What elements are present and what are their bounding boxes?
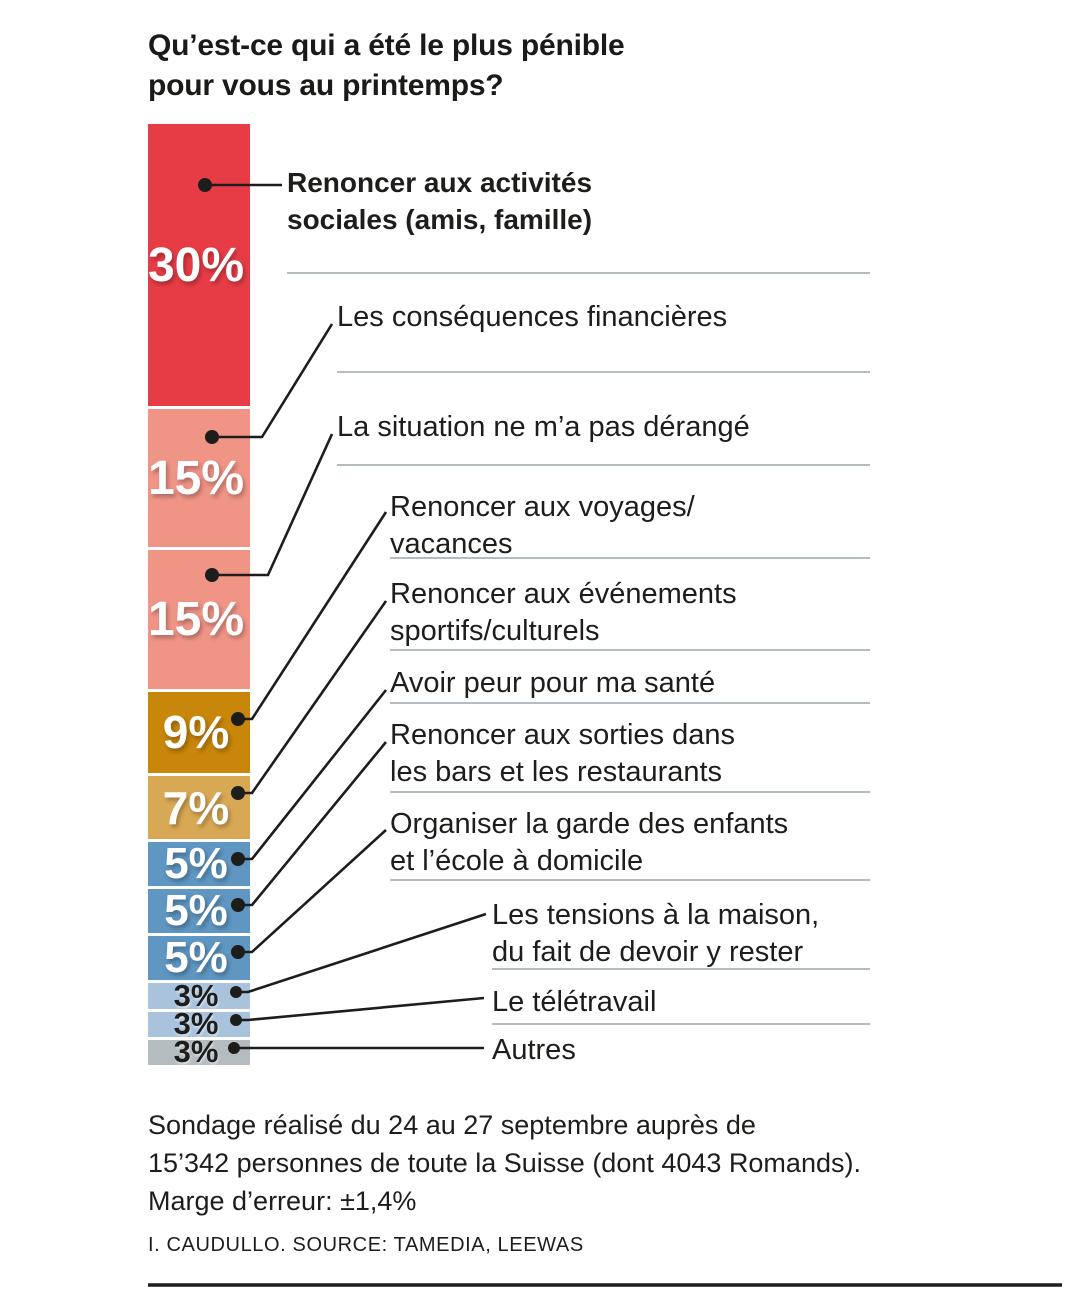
callout-label-10: Le télétravail [492, 986, 657, 1018]
bar-segment-7: 5% [148, 886, 250, 936]
bar-segment-4: 9% [148, 688, 250, 774]
bar-segment-3: 15% [147, 547, 250, 689]
bar-segment-10: 3% [148, 1006, 250, 1041]
connector [238, 689, 388, 861]
bar-segment-value: 5% [164, 933, 228, 983]
bar-segment-value: 5% [164, 886, 228, 936]
callout-label-8: Organiser la garde des enfants et l’écol… [390, 808, 789, 877]
bar-segment-9: 3% [148, 978, 250, 1013]
callout-label-7: Renoncer aux sorties dans les bars et le… [390, 719, 735, 788]
bar-segment-value: 15% [147, 451, 245, 505]
bar-segment-value: 3% [173, 977, 219, 1013]
callout-label-3: La situation ne m’a pas dérangé [337, 411, 750, 443]
bar-segment-value: 9% [162, 706, 230, 759]
bar-segment-1: 30% [147, 124, 250, 407]
bar-segment-value: 3% [173, 1006, 219, 1042]
connector [236, 996, 485, 1022]
callout-label-2: Les conséquences financières [337, 301, 728, 333]
stacked-bar: 30% 15% 15% 9% 7% 5% 5% 5% 3% 3% 3% [147, 124, 250, 1069]
connector [236, 912, 487, 994]
bar-segment-5: 7% [148, 773, 250, 840]
callout-label-6: Avoir peur pour ma santé [390, 667, 716, 699]
bar-segment-value: 3% [173, 1034, 219, 1070]
callout-label-5: Renoncer aux événements sportifs/culture… [390, 578, 737, 647]
bar-segment-8: 5% [148, 933, 250, 983]
bar-segment-2: 15% [147, 406, 250, 548]
connector [238, 741, 388, 907]
callout-label-1: Renoncer aux activités sociales (amis, f… [287, 167, 593, 235]
bar-segment-value: 15% [147, 593, 245, 646]
bar-segment-value: 5% [164, 839, 228, 889]
bar-segment-value: 7% [162, 781, 230, 834]
bar-segment-value: 30% [147, 238, 245, 292]
callout-label-11: Autres [492, 1034, 576, 1066]
chart-title: Qu’est-ce qui a été le plus pénible pour… [148, 29, 625, 102]
connector [238, 829, 387, 954]
bar-segment-6: 5% [148, 839, 250, 889]
connector [238, 600, 388, 795]
bar-segment-11: 3% [148, 1034, 250, 1069]
callout-label-9: Les tensions à la maison, du fait de dev… [492, 899, 820, 968]
source-credit: I. CAUDULLO. SOURCE: TAMEDIA, LEEWAS [148, 1234, 584, 1256]
connector [238, 511, 388, 721]
callout-label-4: Renoncer aux voyages/ vacances [390, 491, 695, 560]
survey-footnote: Sondage réalisé du 24 au 27 septembre au… [148, 1110, 861, 1216]
